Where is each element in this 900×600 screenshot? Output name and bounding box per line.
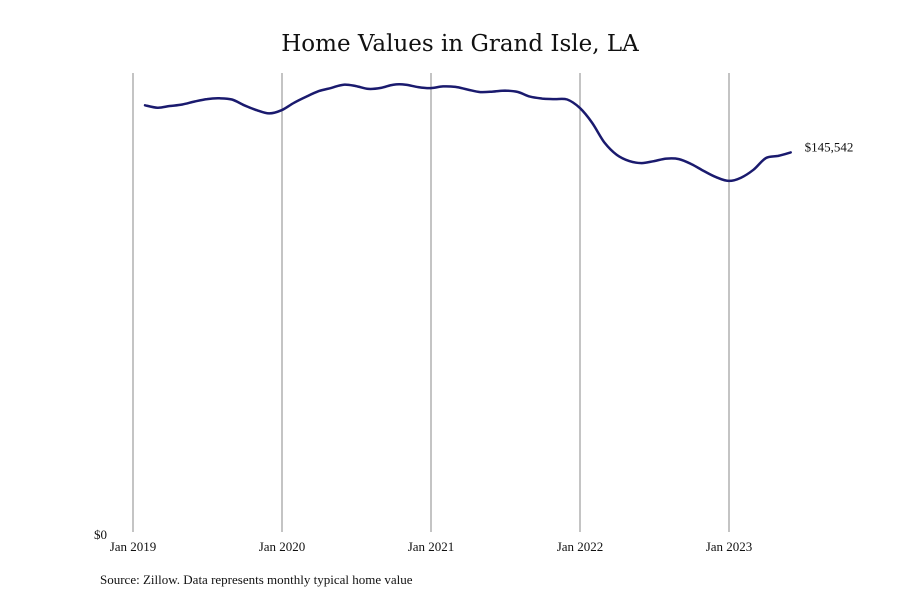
- x-tick-label: Jan 2019: [110, 539, 157, 554]
- x-tick-label: Jan 2023: [706, 539, 753, 554]
- chart-title: Home Values in Grand Isle, LA: [281, 31, 639, 57]
- end-value-label: $145,542: [805, 139, 854, 154]
- vertical-gridlines: [132, 73, 730, 532]
- x-tick-label: Jan 2022: [557, 539, 604, 554]
- series-line-home-value: [143, 83, 792, 183]
- y-axis-ticks: $0: [94, 527, 107, 542]
- x-axis-ticks: Jan 2019 Jan 2020 Jan 2021 Jan 2022 Jan 2023: [110, 539, 753, 554]
- y-tick-label: $0: [94, 527, 107, 542]
- x-tick-label: Jan 2020: [259, 539, 306, 554]
- x-tick-label: Jan 2021: [408, 539, 455, 554]
- source-note: Source: Zillow. Data represents monthly …: [100, 572, 413, 587]
